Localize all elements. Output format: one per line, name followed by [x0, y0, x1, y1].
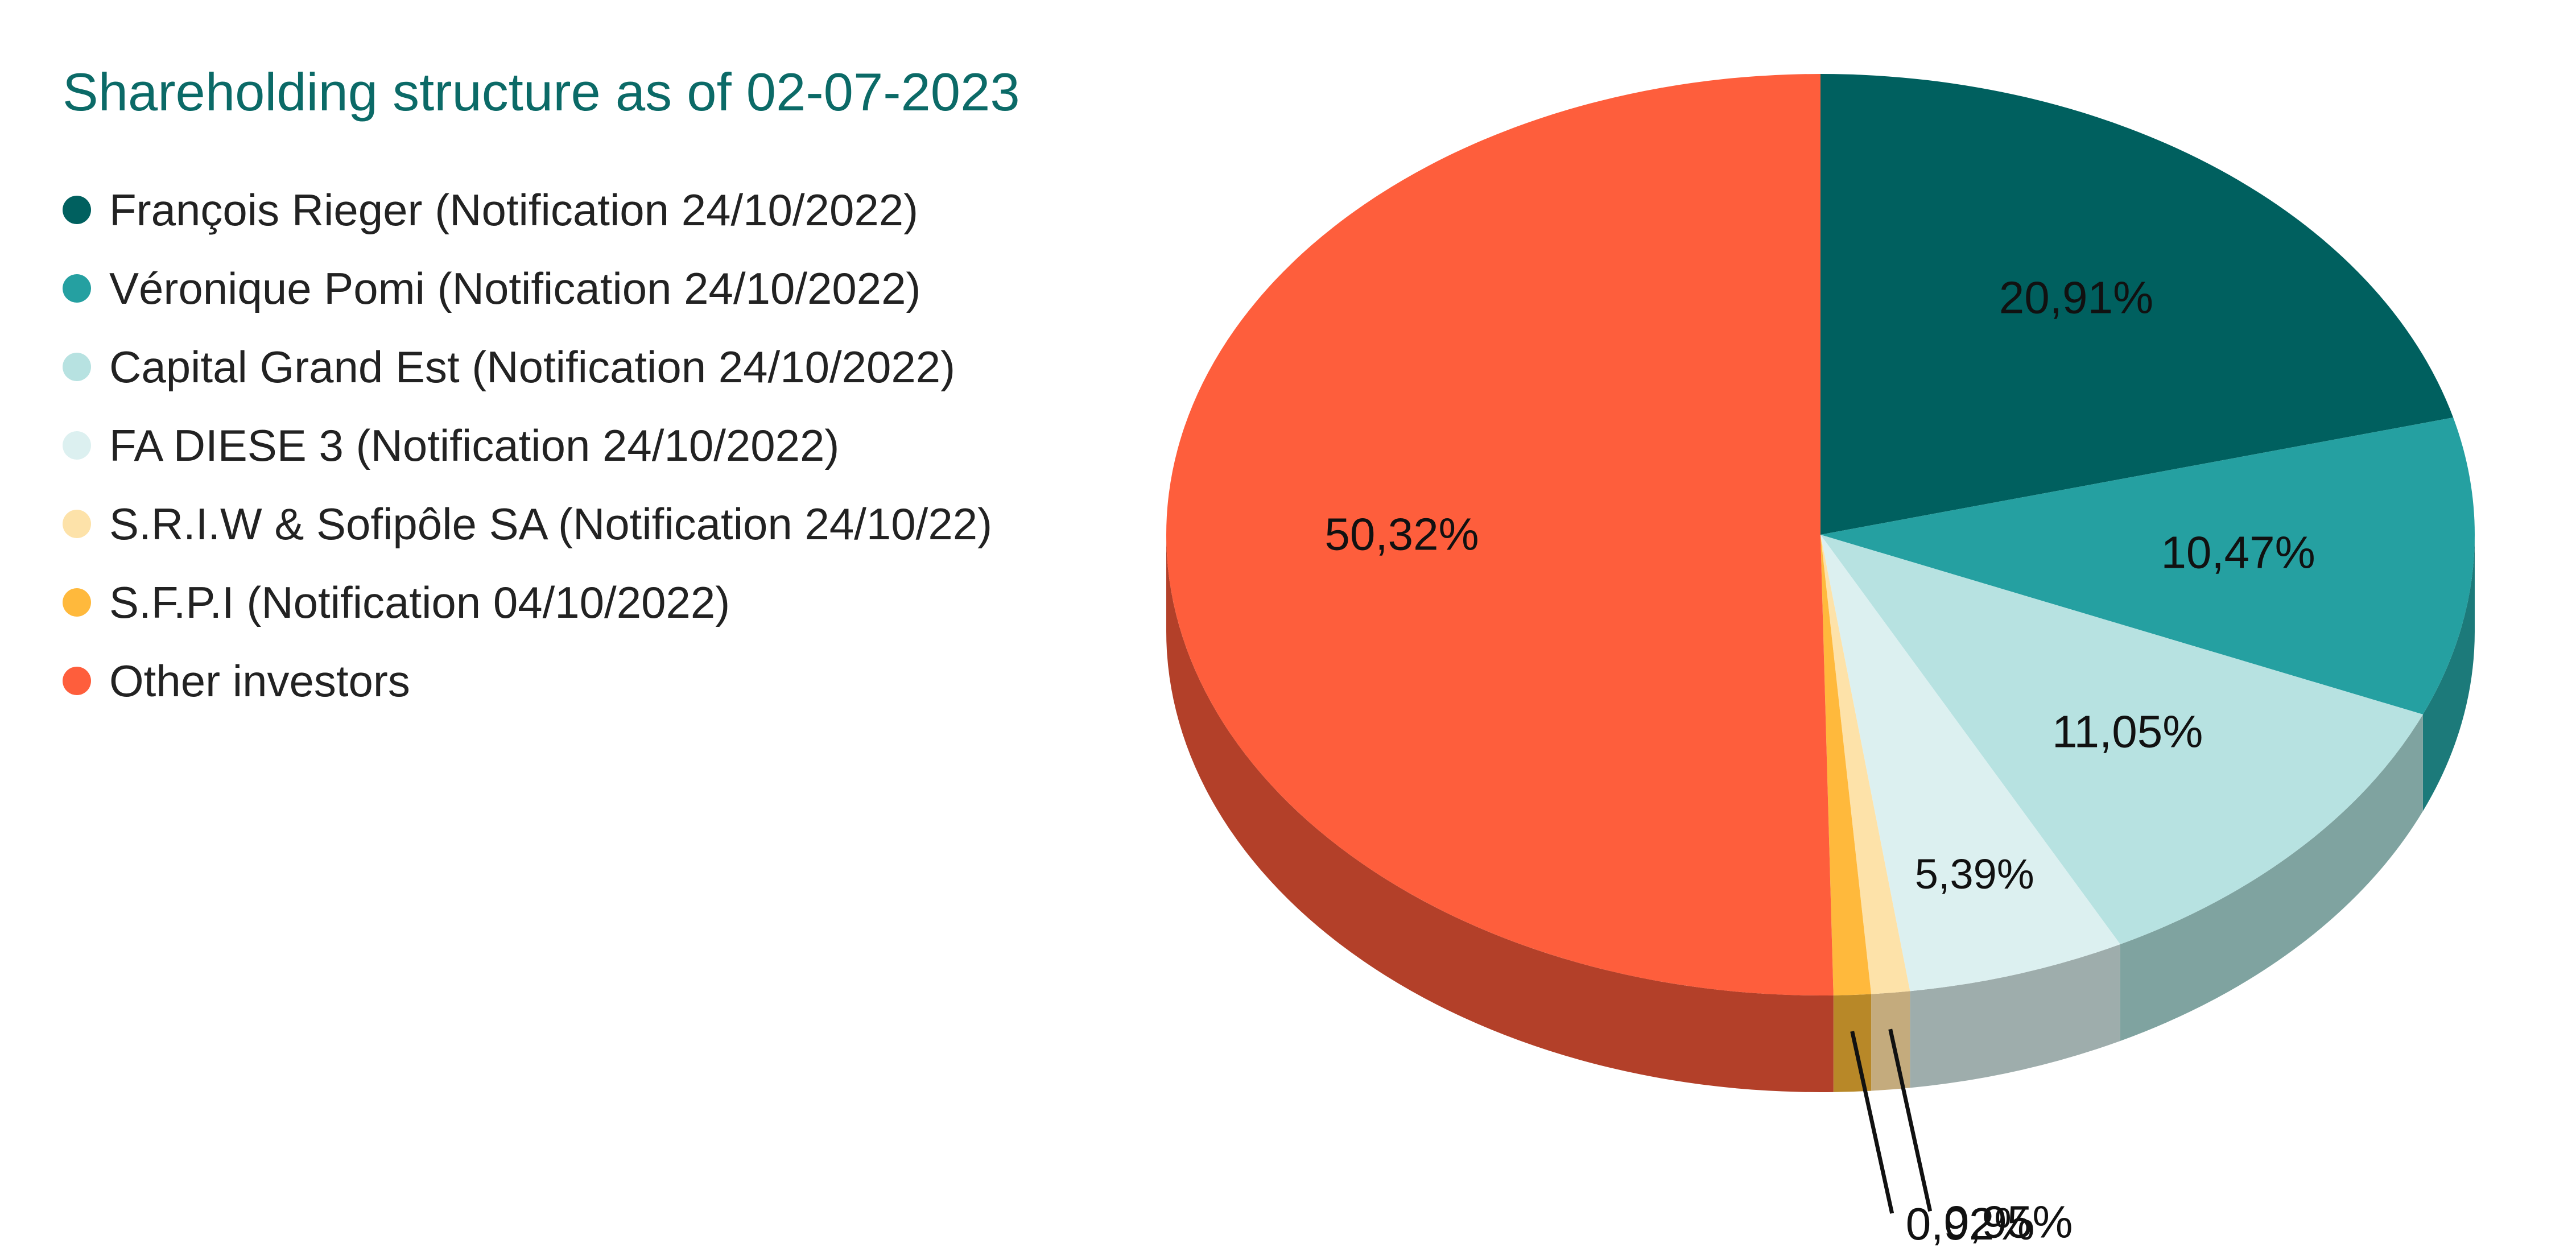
pie-slice-capital-grand-est[interactable] — [1820, 535, 2423, 944]
pie-side-fa-diese-3 — [1910, 944, 2120, 1088]
pie-side-s-f-p-i — [1833, 994, 1872, 1092]
pie-side-s-r-i-w-sofipole-sa — [1871, 991, 1910, 1091]
pie-slice-veronique-pomi[interactable] — [1820, 418, 2475, 714]
legend-item-veronique-pomi[interactable]: Véronique Pomi (Notification 24/10/2022) — [63, 249, 992, 328]
pie-side-capital-grand-est — [2120, 714, 2423, 1041]
chart-title: Shareholding structure as of 02-07-2023 — [63, 62, 1020, 122]
pie-slice-other-investors[interactable] — [1166, 74, 1834, 995]
legend-label-francois-rieger: François Rieger (Notification 24/10/2022… — [109, 184, 919, 235]
pie-slice-s-f-p-i[interactable] — [1820, 535, 1872, 995]
legend-swatch-francois-rieger — [63, 196, 91, 224]
legend-swatch-sriw-sofipole — [63, 510, 91, 538]
leader-line-s-f-p-i — [1850, 1031, 1894, 1214]
legend-item-fa-diese-3[interactable]: FA DIESE 3 (Notification 24/10/2022) — [63, 406, 992, 485]
legend-swatch-capital-grand-est — [63, 353, 91, 381]
legend-label-capital-grand-est: Capital Grand Est (Notification 24/10/20… — [109, 341, 956, 392]
legend-label-other-investors: Other investors — [109, 655, 410, 706]
legend-label-sriw-sofipole: S.R.I.W & Sofipôle SA (Notification 24/1… — [109, 498, 993, 549]
legend-label-fa-diese-3: FA DIESE 3 (Notification 24/10/2022) — [109, 420, 840, 470]
legend-swatch-sfpi — [63, 588, 91, 617]
pie-side-veronique-pomi — [2422, 535, 2475, 811]
data-label-fa-diese-3: 5,39% — [1915, 850, 2034, 898]
pie-slice-francois-rieger[interactable] — [1820, 74, 2454, 535]
data-label-veronique-pomi: 10,47% — [2161, 527, 2315, 577]
legend-swatch-veronique-pomi — [63, 274, 91, 303]
leader-line-s-r-i-w-sofipole-sa — [1888, 1028, 1933, 1212]
data-label-francois-rieger: 20,91% — [1999, 272, 2153, 323]
data-label-other-investors: 50,32% — [1324, 509, 1479, 559]
data-label-s-r-i-w-sofipole-sa: 0,95% — [1944, 1196, 2073, 1247]
legend-item-sfpi[interactable]: S.F.P.I (Notification 04/10/2022) — [63, 563, 992, 642]
data-label-capital-grand-est: 11,05% — [2052, 706, 2203, 757]
legend-swatch-fa-diese-3 — [63, 431, 91, 460]
pie-slice-fa-diese-3[interactable] — [1820, 535, 2120, 991]
legend-label-sfpi: S.F.P.I (Notification 04/10/2022) — [109, 577, 730, 627]
data-label-s-f-p-i: 0,92% — [1906, 1199, 2035, 1249]
pie-slice-s-r-i-w-sofipole-sa[interactable] — [1820, 535, 1910, 994]
legend-item-capital-grand-est[interactable]: Capital Grand Est (Notification 24/10/20… — [63, 328, 992, 406]
legend-swatch-other-investors — [63, 667, 91, 695]
legend-item-francois-rieger[interactable]: François Rieger (Notification 24/10/2022… — [63, 171, 992, 249]
pie-side-other-investors — [1166, 535, 1834, 1092]
legend-label-veronique-pomi: Véronique Pomi (Notification 24/10/2022) — [109, 263, 921, 313]
legend: François Rieger (Notification 24/10/2022… — [63, 171, 992, 720]
legend-item-sriw-sofipole[interactable]: S.R.I.W & Sofipôle SA (Notification 24/1… — [63, 485, 992, 563]
legend-item-other-investors[interactable]: Other investors — [63, 642, 992, 720]
